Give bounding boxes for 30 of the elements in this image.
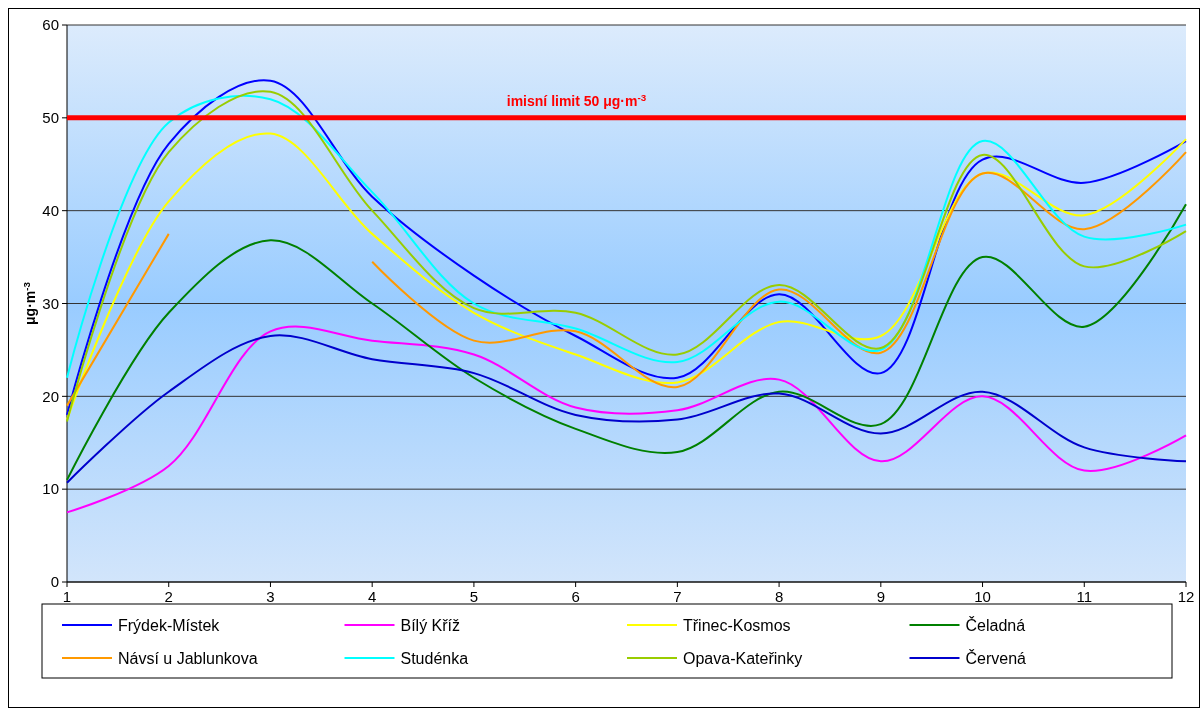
x-tick-label: 3: [266, 588, 275, 605]
x-tick-label: 11: [1076, 588, 1093, 605]
x-tick-label: 7: [673, 588, 682, 605]
legend-label: Studénka: [400, 649, 469, 667]
x-tick-label: 4: [368, 588, 377, 605]
y-tick-label: 10: [42, 480, 59, 498]
line-series: [66, 203, 1187, 481]
x-tick-label: 12: [1177, 588, 1195, 605]
legend-label: Opava-Kateřinky: [683, 649, 803, 667]
legend-label: Bílý Kříž: [400, 616, 461, 634]
legend-label: Návsí u Jablunkova: [118, 649, 258, 667]
x-tick-label: 2: [164, 588, 173, 605]
y-tick-label: 40: [42, 201, 59, 219]
x-tick-label: 1: [62, 588, 72, 605]
x-tick-label: 6: [571, 588, 580, 605]
y-tick-label: 60: [42, 16, 59, 34]
ref-line-label: imisní limit 50 μg·m$^{-3}$: [506, 91, 647, 109]
legend-label: Čeladná: [965, 615, 1026, 634]
legend-label: Frýdek-Místek: [118, 616, 221, 634]
legend-label: Červená: [965, 648, 1027, 667]
x-tick-label: 9: [876, 588, 885, 605]
x-tick-label: 8: [774, 588, 784, 605]
x-tick-label: 5: [469, 588, 479, 605]
x-tick-label: 10: [974, 588, 991, 605]
y-tick-label: 20: [42, 387, 59, 405]
y-tick-label: 30: [42, 294, 59, 312]
legend-label: Třinec-Kosmos: [683, 616, 791, 634]
y-tick-label: 0: [50, 573, 59, 591]
y-tick-label: 50: [42, 109, 59, 127]
line-series: [66, 334, 1187, 484]
